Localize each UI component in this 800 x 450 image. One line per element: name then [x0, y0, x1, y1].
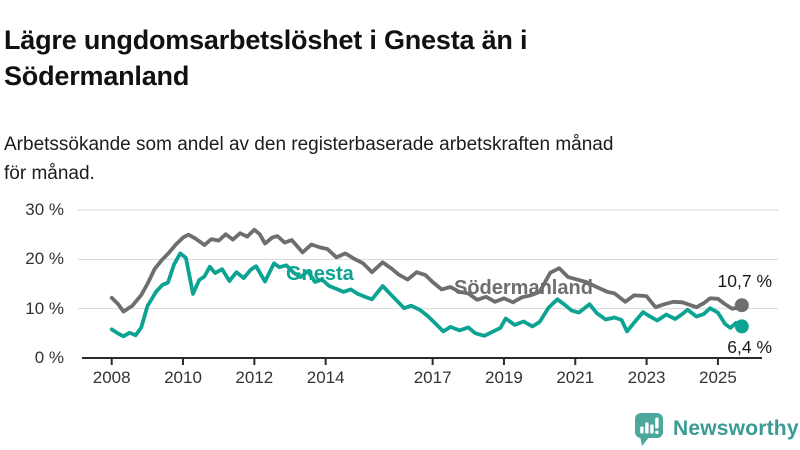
y-tick-label: 0 %	[34, 348, 64, 367]
x-tick-label: 2025	[698, 368, 737, 387]
x-tick-label: 2008	[92, 368, 131, 387]
y-tick-label: 30 %	[25, 200, 64, 219]
x-tick-label: 2014	[306, 368, 345, 387]
x-tick-label: 2010	[164, 368, 202, 387]
page-title: Lägre ungdomsarbetslöshet i Gnesta än i …	[4, 25, 528, 91]
x-tick-label: 2017	[413, 368, 452, 387]
series-end-dot-gnesta	[734, 319, 749, 334]
end-value-label-gnesta: 6,4 %	[727, 337, 772, 358]
newsworthy-brand-link[interactable]: Newsworthy	[634, 411, 800, 449]
y-tick-label: 20 %	[25, 249, 64, 269]
x-tick-label: 2019	[485, 368, 523, 387]
newsworthy-brand-label: Newsworthy	[673, 417, 799, 440]
x-tick-label: 2012	[235, 368, 274, 387]
series-label-gnesta: Gnesta	[286, 263, 354, 285]
end-value-label-sodermanland: 10,7 %	[717, 271, 772, 292]
series-line-gnesta	[109, 251, 744, 339]
x-tick-label: 2021	[556, 368, 595, 387]
series-line-sodermanland	[109, 227, 744, 314]
newsworthy-chart-bubble-icon	[635, 413, 663, 446]
series-end-dot-sodermanland	[734, 298, 749, 313]
x-tick-label: 2023	[627, 368, 666, 387]
chart-subtitle: Arbetssökande som andel av den registerb…	[4, 134, 614, 184]
series-label-sodermanland: Södermanland	[454, 277, 593, 299]
y-tick-label: 10 %	[25, 298, 64, 318]
